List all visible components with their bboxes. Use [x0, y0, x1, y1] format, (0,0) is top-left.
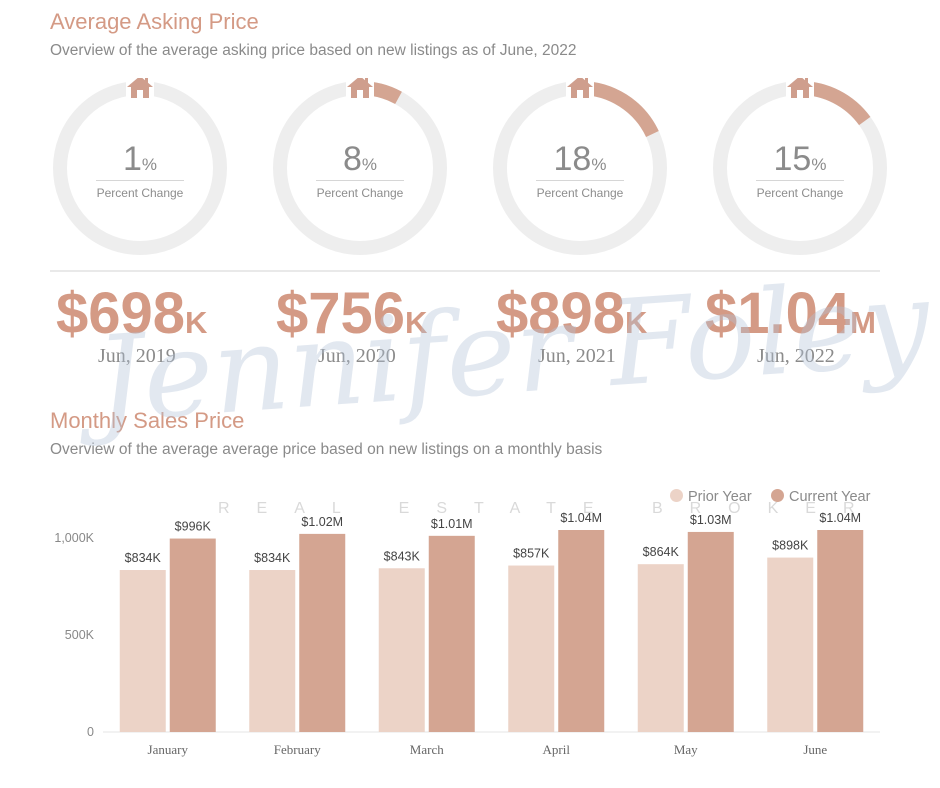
x-tick-label: February — [274, 742, 321, 757]
bar-value-label: $996K — [175, 520, 212, 534]
asking-price-2019: $698K — [56, 281, 208, 346]
bar-value-label: $843K — [384, 549, 421, 563]
bar-value-label: $834K — [125, 551, 162, 565]
bar-prior-year — [249, 570, 296, 732]
bar-current-year — [169, 538, 216, 732]
donut-chart-2020: 8% Percent Change — [270, 78, 450, 258]
donut-chart-2021: 18% Percent Change — [490, 78, 670, 258]
house-icon — [126, 78, 154, 99]
donut-divider — [96, 180, 184, 181]
percent-label: Percent Change — [96, 186, 184, 200]
legend-swatch — [771, 489, 784, 502]
bar-value-label: $857K — [513, 547, 550, 561]
asking-price-2020: $756K — [276, 281, 428, 346]
y-tick-label: 0 — [87, 725, 94, 739]
x-tick-label: April — [543, 742, 571, 757]
price-date: Jun, 2020 — [318, 345, 396, 367]
percent-value: 18% — [553, 140, 607, 178]
legend-item-prior-year: Prior Year — [670, 489, 752, 505]
donut-chart-2022: 15% Percent Change — [710, 78, 890, 258]
legend-swatch — [670, 489, 683, 502]
section-title: Average Asking Price — [50, 9, 259, 34]
donut-divider — [536, 180, 624, 181]
legend-label: Prior Year — [688, 489, 752, 505]
house-icon — [566, 78, 594, 99]
watermark-tagline: REAL ESTATE BROKER — [218, 500, 882, 517]
bar-current-year — [428, 535, 475, 732]
bar-value-label: $864K — [643, 545, 680, 559]
bar-prior-year — [119, 570, 166, 732]
y-tick-label: 500K — [65, 628, 95, 642]
price-date: Jun, 2019 — [98, 345, 176, 367]
donut-ring — [493, 78, 667, 255]
legend-item-current-year: Current Year — [771, 489, 870, 505]
house-icon — [786, 78, 814, 99]
bar-value-label: $898K — [772, 539, 809, 553]
bar-current-year — [687, 531, 734, 732]
percent-value: 1% — [122, 140, 158, 178]
donut-ring — [53, 78, 227, 255]
donut-chart-2019: 1% Percent Change — [50, 78, 230, 258]
bar-value-label: $1.01M — [431, 517, 473, 531]
bar-current-year — [558, 530, 605, 732]
section-subtitle: Overview of the average average price ba… — [50, 441, 603, 458]
x-tick-label: June — [803, 742, 827, 757]
section-subtitle: Overview of the average asking price bas… — [50, 42, 577, 59]
watermark-signature: Jennifer Foley — [91, 253, 934, 449]
donut-divider — [316, 180, 404, 181]
bar-current-year — [299, 533, 346, 732]
bar-value-label: $834K — [254, 551, 291, 565]
bar-current-year — [817, 530, 864, 732]
legend-label: Current Year — [789, 489, 871, 505]
percent-label: Percent Change — [316, 186, 404, 200]
section-title: Monthly Sales Price — [50, 408, 245, 433]
percent-value: 15% — [773, 140, 827, 178]
price-date: Jun, 2021 — [538, 345, 616, 367]
donut-ring — [713, 78, 887, 255]
bar-prior-year — [637, 564, 684, 732]
x-tick-label: January — [148, 742, 189, 757]
percent-value: 8% — [342, 140, 378, 178]
price-date: Jun, 2022 — [757, 345, 835, 367]
x-tick-label: March — [410, 742, 444, 757]
y-tick-label: 1,000K — [54, 531, 94, 545]
bar-prior-year — [378, 568, 425, 732]
percent-label: Percent Change — [756, 186, 844, 200]
bar-prior-year — [508, 565, 555, 732]
percent-label: Percent Change — [536, 186, 624, 200]
asking-price-2022: $1.04M — [705, 281, 876, 346]
section-divider — [50, 270, 880, 272]
x-tick-label: May — [674, 742, 698, 757]
donut-ring — [273, 78, 447, 255]
house-icon — [346, 78, 374, 99]
donut-divider — [756, 180, 844, 181]
bar-prior-year — [767, 557, 814, 732]
asking-price-2021: $898K — [496, 281, 648, 346]
